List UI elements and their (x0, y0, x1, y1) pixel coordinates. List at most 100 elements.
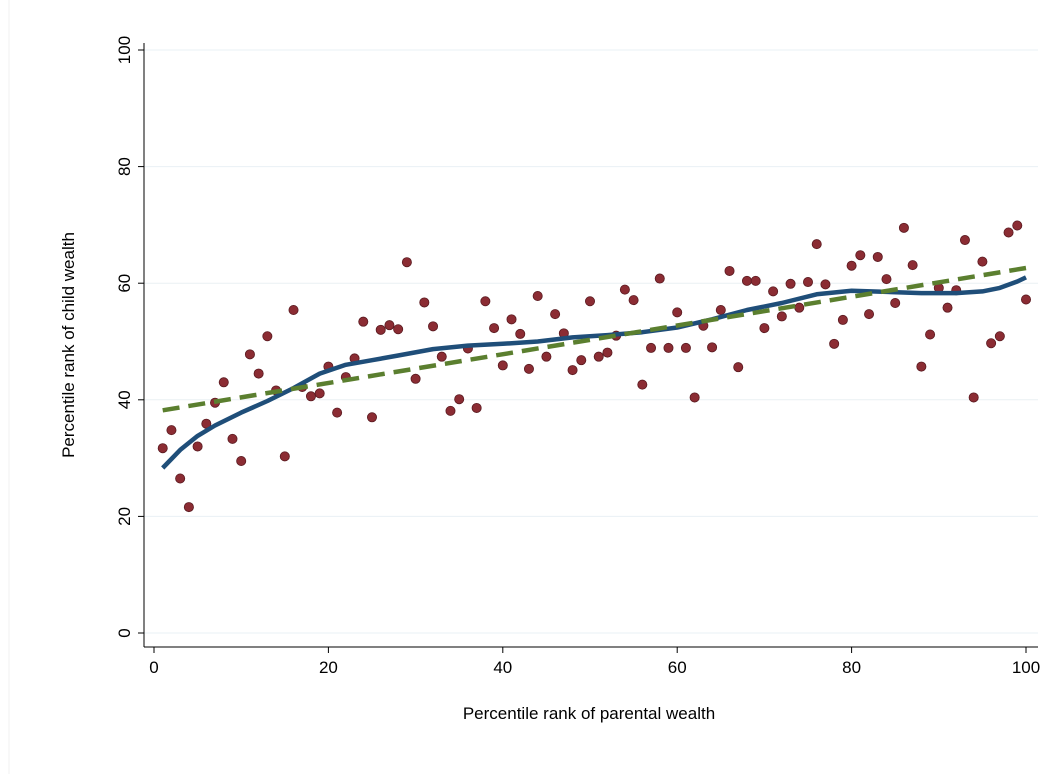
scatter-point (680, 342, 691, 353)
scatter-point (837, 314, 848, 325)
scatter-point (872, 251, 883, 262)
scatter-point (262, 331, 273, 342)
scatter-point (864, 309, 875, 320)
x-tick-label: 80 (842, 658, 861, 677)
scatter-point (384, 320, 395, 331)
scatter-point (567, 365, 578, 376)
scatter-point (663, 342, 674, 353)
smoothed-fit-line (161, 275, 1027, 470)
scatter-point (646, 342, 657, 353)
scatter-point (454, 394, 465, 405)
x-tick-label: 20 (319, 658, 338, 677)
scatter-point (410, 373, 421, 384)
scatter-point (401, 257, 412, 268)
scatter-point (794, 302, 805, 313)
scatter-point (733, 362, 744, 373)
scatter-point (707, 342, 718, 353)
scatter-point (628, 295, 639, 306)
scatter-point (244, 349, 255, 360)
y-tick-label: 40 (115, 390, 134, 409)
scatter-point (750, 275, 761, 286)
scatter-point (375, 324, 386, 335)
scatter-point (977, 256, 988, 267)
y-tick-label: 100 (115, 36, 134, 64)
scatter-point (305, 391, 316, 402)
scatter-point (846, 260, 857, 271)
scatter-point (157, 443, 168, 454)
scatter-point (332, 407, 343, 418)
x-axis-title: Percentile rank of parental wealth (463, 704, 715, 723)
scatter-point (768, 286, 779, 297)
scatter-point (855, 250, 866, 261)
scatter-point (585, 296, 596, 307)
scatter-point (480, 296, 491, 307)
scatter-point (741, 275, 752, 286)
scatter-point (253, 368, 264, 379)
scatter-point (436, 351, 447, 362)
scatter-point (358, 316, 369, 327)
grid-layer (144, 49, 1038, 634)
scatter-point (619, 284, 630, 295)
scatter-point (314, 388, 325, 399)
x-tick-label: 60 (668, 658, 687, 677)
lines-layer (161, 265, 1027, 470)
y-tick-label: 80 (115, 157, 134, 176)
x-tick-label: 100 (1012, 658, 1040, 677)
y-tick-label: 0 (115, 628, 134, 637)
y-tick-label: 20 (115, 507, 134, 526)
scatter-point (175, 473, 186, 484)
scatter-point (811, 239, 822, 250)
scatter-point (419, 297, 430, 308)
scatter-point (1021, 294, 1032, 305)
scatter-point (654, 273, 665, 284)
linear-fit-line (162, 265, 1027, 413)
scatter-point (942, 302, 953, 313)
scatter-point (898, 222, 909, 233)
scatter-point (497, 360, 508, 371)
scatter-point (279, 451, 290, 462)
scatter-point (672, 307, 683, 318)
scatter-point (166, 425, 177, 436)
scatter-point (959, 235, 970, 246)
scatter-point (759, 323, 770, 334)
scatter-point (393, 324, 404, 335)
scatter-point (637, 379, 648, 390)
scatter-point (288, 305, 299, 316)
scatter-point (576, 355, 587, 366)
scatter-point (506, 314, 517, 325)
scatter-point (986, 338, 997, 349)
scatter-point (829, 338, 840, 349)
scatter-point (881, 274, 892, 285)
scatter-point (890, 298, 901, 309)
scatter-point (366, 412, 377, 423)
scatter-point (907, 260, 918, 271)
scatter-point (602, 347, 613, 358)
y-tick-label: 60 (115, 274, 134, 293)
scatter-point (820, 279, 831, 290)
scatter-point (515, 328, 526, 339)
scatter-point (776, 311, 787, 322)
scatter-point (593, 351, 604, 362)
scatter-point (925, 329, 936, 340)
scatter-point (715, 305, 726, 316)
y-axis-title: Percentile rank of child wealth (59, 232, 78, 458)
scatter-point (532, 291, 543, 302)
scatter-point (689, 392, 700, 403)
scatter-point (550, 309, 561, 320)
scatter-point (523, 363, 534, 374)
scatter-point (916, 361, 927, 372)
scatter-point (445, 405, 456, 416)
scatter-point (236, 456, 247, 467)
scatter-point (183, 502, 194, 513)
axis-layer: 0 20 40 60 80 100 0 20 40 60 80 100 (115, 36, 1040, 677)
scatter-point (785, 278, 796, 289)
x-tick-label: 0 (149, 658, 158, 677)
scatter-point (218, 377, 229, 388)
scatter-point (428, 321, 439, 332)
x-tick-label: 40 (493, 658, 512, 677)
scatter-point (968, 392, 979, 403)
scatter-point (541, 351, 552, 362)
scatter-point (1012, 220, 1023, 231)
